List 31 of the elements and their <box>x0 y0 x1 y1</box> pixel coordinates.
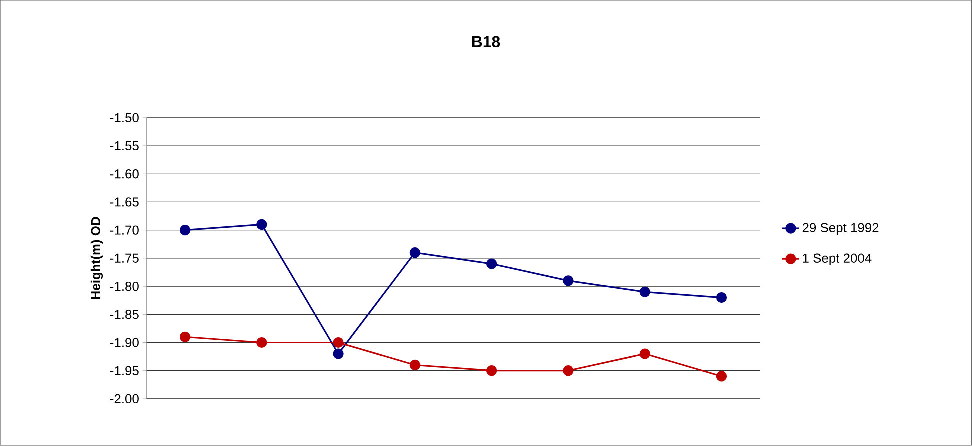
y-tick-label: -1.95 <box>110 366 139 376</box>
y-tick-label: -1.60 <box>110 170 139 179</box>
point <box>410 360 420 371</box>
point <box>180 225 191 236</box>
point <box>256 338 268 348</box>
point <box>716 371 728 382</box>
y-tick-label: -1.50 <box>110 113 139 123</box>
point <box>486 366 498 376</box>
y-tick-label: -1.80 <box>110 282 139 292</box>
y-tick-label: -2.00 <box>110 394 139 404</box>
point <box>563 276 574 286</box>
point <box>180 332 191 342</box>
y-tick-label: -1.70 <box>110 226 139 235</box>
point <box>333 348 344 360</box>
y-tick-label: -1.85 <box>110 310 139 320</box>
y-tick-label: -1.65 <box>110 198 139 207</box>
chart-title: B18 <box>472 36 500 48</box>
legend-label: 29 Sept 1992 <box>802 223 879 236</box>
y-tick-label: -1.55 <box>110 142 139 151</box>
legend-label: 1 Sept 2004 <box>803 254 872 266</box>
point <box>256 219 268 230</box>
point <box>486 258 498 270</box>
point <box>333 338 344 348</box>
point <box>716 292 728 304</box>
point <box>563 366 574 376</box>
point <box>640 348 650 360</box>
y-axis-title: Height(m) OD <box>90 217 104 300</box>
y-tick-label: -1.75 <box>110 254 139 264</box>
point <box>410 248 420 258</box>
y-tick-label: -1.90 <box>110 338 139 348</box>
point <box>640 286 650 298</box>
